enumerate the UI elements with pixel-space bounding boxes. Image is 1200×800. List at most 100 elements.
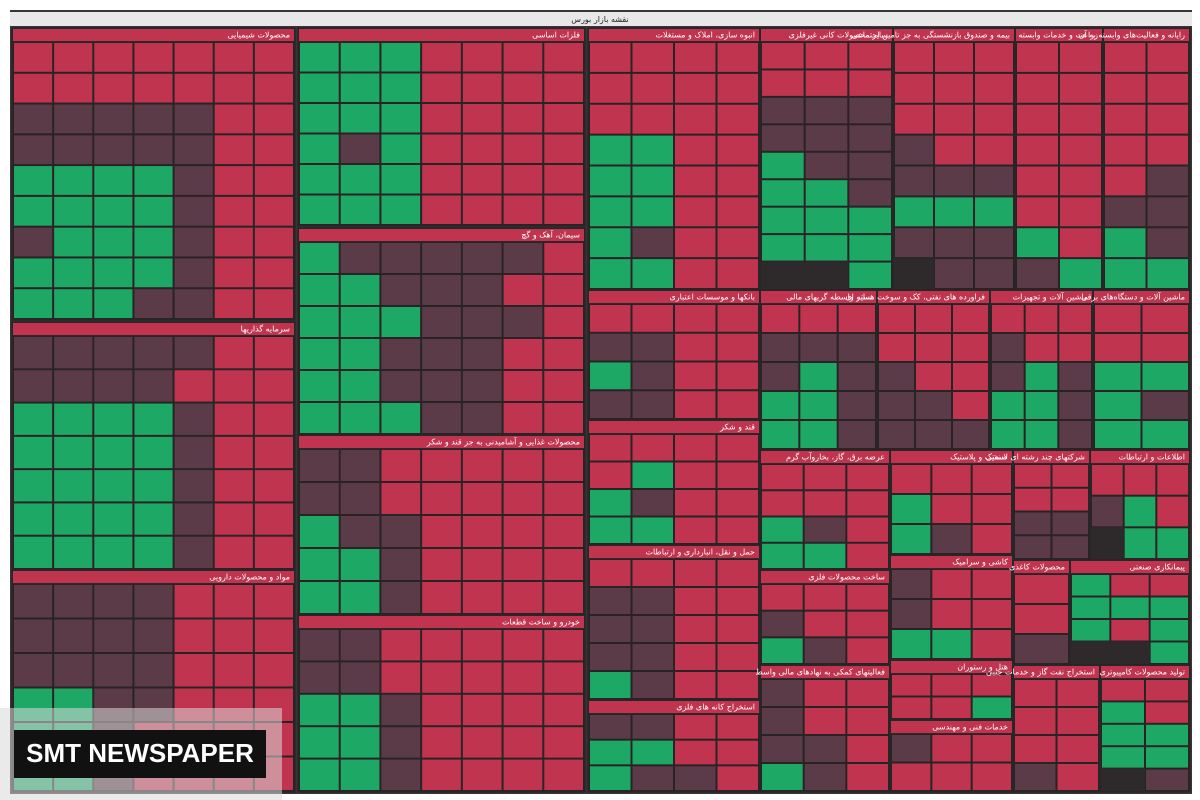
stock-tile <box>761 679 804 707</box>
stock-tile <box>543 661 584 694</box>
watermark-box <box>14 730 266 778</box>
stock-tile <box>13 618 54 653</box>
stock-tile <box>1058 304 1093 333</box>
stock-tile <box>213 226 254 258</box>
sector-title-bar <box>13 571 294 583</box>
sector-title: شرکتهای چند رشته ای صنعتی <box>986 453 1086 462</box>
stock-tile <box>253 165 295 196</box>
stock-tile <box>461 103 503 134</box>
stock-tile <box>631 134 674 166</box>
stock-tile <box>846 763 889 791</box>
stock-tile <box>299 661 340 694</box>
stock-tile <box>803 464 847 491</box>
stock-tile <box>93 618 134 653</box>
stock-tile <box>380 133 422 164</box>
sector-title: محصولات غذایی و آشامیدنی به جز قند و شکر <box>426 437 580 447</box>
stock-tile <box>1051 511 1089 536</box>
stock-tile <box>1058 333 1093 362</box>
sector-title: سیمان، آهک و گچ <box>521 230 580 240</box>
stock-tile <box>173 535 214 570</box>
stock-tile <box>380 242 422 274</box>
stock-tile <box>848 151 892 180</box>
stock-tile <box>133 288 174 320</box>
stock-tile <box>421 306 462 338</box>
sector-title-bar <box>589 291 759 303</box>
stock-tile <box>974 103 1014 135</box>
stock-tile <box>631 72 674 104</box>
stock-tile <box>631 461 674 489</box>
stock-tile <box>93 42 134 73</box>
sector-title-bar <box>13 323 294 335</box>
stock-tile <box>803 542 847 569</box>
stock-tile <box>589 516 632 544</box>
stock-tile <box>173 653 214 688</box>
stock-tile <box>461 629 503 662</box>
stock-tile <box>915 333 952 362</box>
stock-tile <box>299 242 340 274</box>
stock-tile <box>299 72 340 103</box>
stock-tile <box>761 69 805 97</box>
stock-tile <box>543 370 584 402</box>
stock-tile <box>380 548 422 581</box>
stock-tile <box>971 734 1013 763</box>
sector-title-bar <box>1104 29 1189 41</box>
stock-tile <box>848 206 892 235</box>
stock-tile <box>1104 165 1147 197</box>
stock-tile <box>173 618 214 653</box>
sector-title-bar <box>1014 451 1089 463</box>
stock-tile <box>761 542 804 569</box>
stock-tile <box>133 653 174 688</box>
stock-tile <box>799 333 838 362</box>
stock-tile <box>631 390 674 419</box>
stock-tile <box>1058 391 1093 420</box>
stock-tile <box>299 515 340 548</box>
stock-tile <box>799 391 838 420</box>
stock-tile <box>133 42 174 73</box>
stock-tile <box>173 226 214 258</box>
stock-tile <box>543 133 584 164</box>
stock-tile <box>1101 679 1145 702</box>
stock-tile <box>631 103 674 135</box>
stock-tile <box>93 369 134 403</box>
sector-title-bar <box>1014 666 1099 678</box>
stock-tile <box>1094 391 1142 420</box>
stock-tile <box>93 535 134 570</box>
stock-tile <box>674 516 717 544</box>
stock-tile <box>716 390 759 419</box>
stock-tile <box>1146 258 1189 289</box>
stock-tile <box>761 333 800 362</box>
stock-tile <box>299 402 340 434</box>
stock-tile <box>848 69 892 97</box>
stock-tile <box>461 726 503 759</box>
stock-tile <box>934 103 974 135</box>
sector-title: سایر محصولات کانی غیرفلزی <box>789 31 889 40</box>
sector-title-bar <box>1101 666 1189 678</box>
stock-tile <box>173 103 214 135</box>
sector-title-bar <box>1016 29 1102 41</box>
stock-tile <box>894 42 934 73</box>
stock-tile <box>1016 227 1059 259</box>
stock-tile <box>846 464 889 491</box>
stock-tile <box>1014 679 1057 707</box>
stock-tile <box>1141 420 1189 449</box>
stock-tile <box>716 227 759 259</box>
stock-tile <box>93 195 134 227</box>
stock-tile <box>1146 165 1189 197</box>
stock-tile <box>421 164 462 195</box>
stock-tile <box>846 610 889 638</box>
stock-tile <box>674 434 717 462</box>
stock-tile <box>1149 596 1189 619</box>
stock-tile <box>1059 196 1102 228</box>
stock-tile <box>1149 619 1189 642</box>
stock-tile <box>421 482 462 515</box>
stock-tile <box>53 72 94 104</box>
stock-tile <box>716 489 759 517</box>
stock-tile <box>716 72 759 104</box>
stock-tile <box>421 72 462 103</box>
stock-tile <box>848 234 892 262</box>
sector-title: سایر واسطه گریهای مالی <box>786 292 872 302</box>
stock-tile <box>803 707 847 735</box>
stock-tile <box>53 103 94 135</box>
stock-tile <box>213 502 254 536</box>
